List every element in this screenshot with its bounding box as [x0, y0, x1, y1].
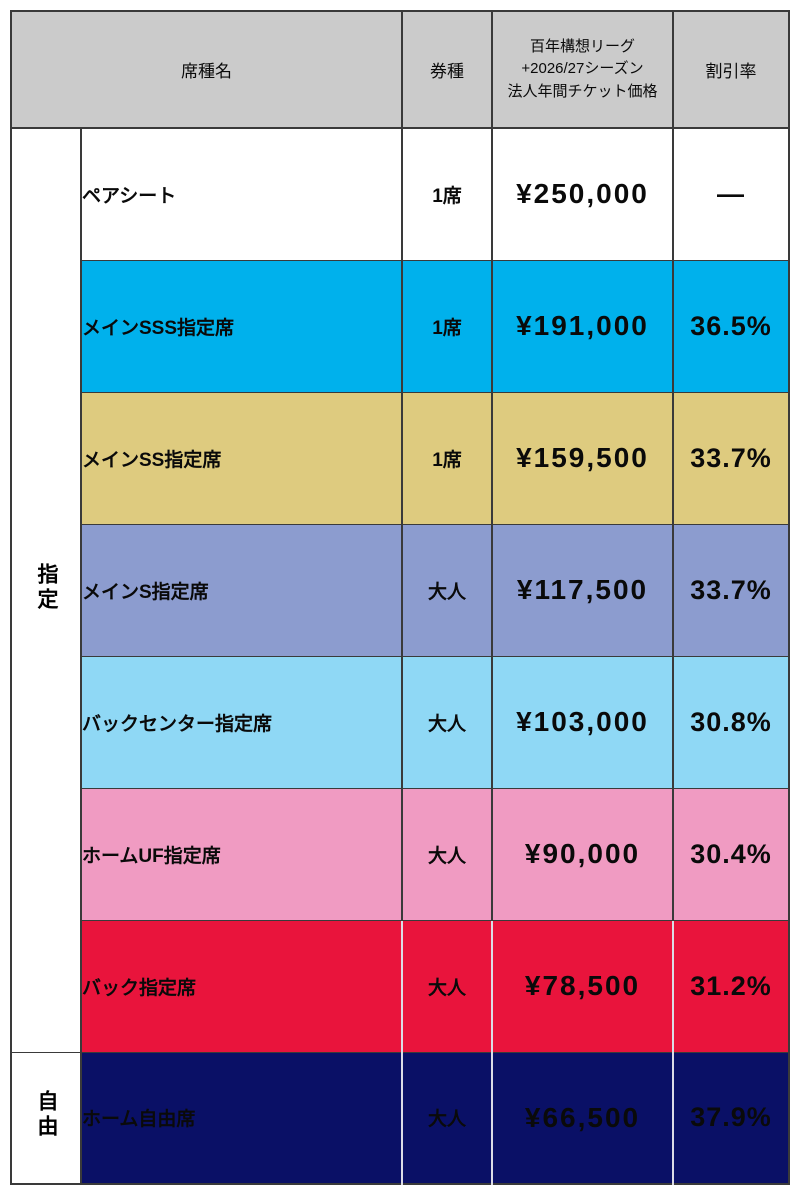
seat-name-cell: ホーム自由席 — [80, 1051, 402, 1184]
ticket-type-cell: 大人 — [401, 1051, 492, 1184]
discount-cell: 30.8% — [672, 655, 789, 788]
header-price: 百年構想リーグ +2026/27シーズン 法人年間チケット価格 — [491, 11, 673, 129]
price-cell: ¥250,000 — [491, 127, 673, 260]
price-cell: ¥159,500 — [491, 391, 673, 524]
price-cell: ¥117,500 — [491, 523, 673, 656]
table-row: 自由 ホーム自由席 大人 ¥66,500 37.9% — [11, 1051, 789, 1184]
group-label-free: 自由 — [11, 1051, 81, 1184]
discount-cell: 33.7% — [672, 523, 789, 656]
table-row: ホームUF指定席 大人 ¥90,000 30.4% — [11, 787, 789, 920]
seat-name-cell: バックセンター指定席 — [80, 655, 402, 788]
seat-name-cell: メインS指定席 — [80, 523, 402, 656]
price-cell: ¥103,000 — [491, 655, 673, 788]
seat-name-cell: ホームUF指定席 — [80, 787, 402, 920]
seat-name-cell: ペアシート — [80, 127, 402, 260]
discount-cell: 31.2% — [672, 919, 789, 1052]
table-row: メインSS指定席 1席 ¥159,500 33.7% — [11, 391, 789, 524]
price-cell: ¥90,000 — [491, 787, 673, 920]
header-price-line1: 百年構想リーグ — [529, 37, 635, 55]
table-row: メインS指定席 大人 ¥117,500 33.7% — [11, 523, 789, 656]
header-price-line3: 法人年間チケット価格 — [507, 82, 658, 100]
group-label-reserved: 指定 — [11, 127, 81, 1052]
discount-cell: 37.9% — [672, 1051, 789, 1184]
discount-cell: 33.7% — [672, 391, 789, 524]
header-ticket-type: 券種 — [401, 11, 492, 129]
ticket-type-cell: 1席 — [401, 127, 492, 260]
ticket-type-cell: 大人 — [401, 787, 492, 920]
header-discount-rate: 割引率 — [672, 11, 789, 129]
seat-name-cell: メインSS指定席 — [80, 391, 402, 524]
ticket-type-cell: 大人 — [401, 523, 492, 656]
season-ticket-price-table: 席種名 券種 百年構想リーグ +2026/27シーズン 法人年間チケット価格 割… — [10, 10, 790, 1185]
seat-name-cell: メインSSS指定席 — [80, 259, 402, 392]
table-row: メインSSS指定席 1席 ¥191,000 36.5% — [11, 259, 789, 392]
table-row: バックセンター指定席 大人 ¥103,000 30.8% — [11, 655, 789, 788]
table-row: 指定 ペアシート 1席 ¥250,000 — — [11, 127, 789, 1052]
table-row: バック指定席 大人 ¥78,500 31.2% — [11, 919, 789, 1052]
price-cell: ¥78,500 — [491, 919, 673, 1052]
ticket-type-cell: 1席 — [401, 391, 492, 524]
ticket-type-cell: 大人 — [401, 919, 492, 1052]
price-cell: ¥66,500 — [491, 1051, 673, 1184]
seat-name-cell: バック指定席 — [80, 919, 402, 1052]
discount-cell: — — [672, 127, 789, 260]
price-cell: ¥191,000 — [491, 259, 673, 392]
ticket-type-cell: 1席 — [401, 259, 492, 392]
table-header: 席種名 券種 百年構想リーグ +2026/27シーズン 法人年間チケット価格 割… — [11, 11, 789, 129]
ticket-type-cell: 大人 — [401, 655, 492, 788]
header-seat-name: 席種名 — [11, 11, 402, 129]
discount-cell: 30.4% — [672, 787, 789, 920]
discount-cell: 36.5% — [672, 259, 789, 392]
header-price-line2: +2026/27シーズン — [521, 60, 644, 78]
